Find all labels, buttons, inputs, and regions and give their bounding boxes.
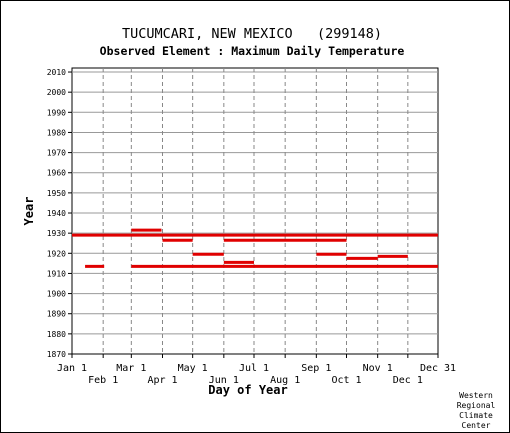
y-tick-label: 1940 [47,209,66,218]
credit-line: Climate [459,411,493,420]
x-tick-label: Feb 1 [88,375,118,386]
y-tick-label: 1880 [47,330,66,339]
chart-title: TUCUMCARI, NEW MEXICO (299148) [122,26,382,42]
y-tick-labels: 1870 1880 1890 1900 1910 1920 1930 1940 1950 1960… [47,68,72,359]
y-tick-label: 1960 [47,169,66,178]
chart-subtitle: Observed Element : Maximum Daily Tempera… [100,44,405,58]
y-tick-label: 1950 [47,189,66,198]
x-tick-label: Nov 1 [363,363,393,374]
x-tick-label: Jan 1 [57,363,87,374]
plot-area [71,67,439,355]
grid-lines [72,68,438,354]
x-tick-label: Dec 1 [393,375,423,386]
y-tick-label: 1990 [47,108,66,117]
y-tick-label: 1980 [47,128,66,137]
y-tick-label: 2010 [47,68,66,77]
y-tick-label: 1890 [47,310,66,319]
x-tick-label: Sep 1 [301,363,331,374]
y-tick-label: 1930 [47,229,66,238]
credit-line: Center [462,421,491,430]
credit-line: Regional [457,401,496,410]
y-axis-label: Year [22,197,36,226]
x-axis-label: Day of Year [208,383,287,397]
y-tick-label: 1900 [47,290,66,299]
y-tick-label: 1910 [47,269,66,278]
wrcc-credit: Western Regional Climate Center [457,391,496,430]
y-tick-label: 1920 [47,249,66,258]
credit-line: Western [459,391,493,400]
x-tick-label: Oct 1 [331,375,361,386]
x-tick-label: Aug 1 [270,375,300,386]
y-tick-label: 2000 [47,88,66,97]
x-tick-label: Apr 1 [147,375,177,386]
x-tick-label: Jul 1 [239,363,269,374]
x-tick-label: Dec 31 [420,363,456,374]
y-tick-label: 1970 [47,149,66,158]
data-segments [72,228,438,268]
x-tick-label: Mar 1 [116,363,146,374]
x-tick-label: May 1 [178,363,208,374]
x-tick-label: Jun 1 [209,375,239,386]
y-tick-label: 1870 [47,350,66,359]
